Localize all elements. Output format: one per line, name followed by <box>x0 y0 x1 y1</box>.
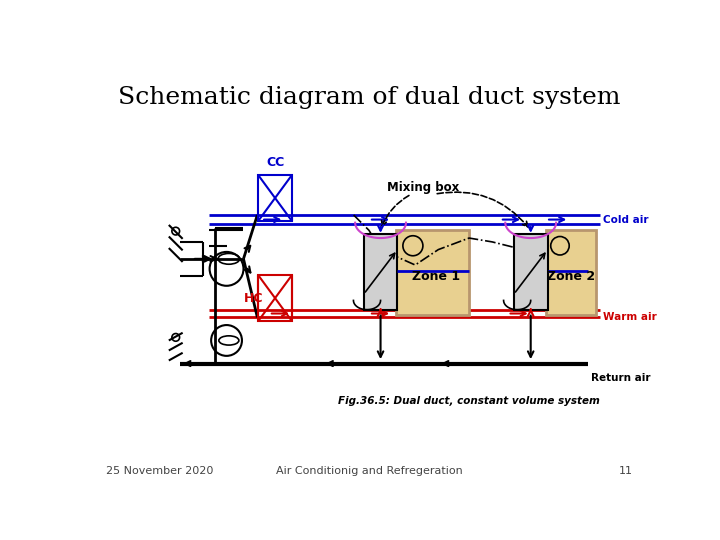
Text: Schematic diagram of dual duct system: Schematic diagram of dual duct system <box>118 86 620 110</box>
Bar <box>258 275 292 321</box>
Text: HC: HC <box>244 292 264 305</box>
Text: Cold air: Cold air <box>603 214 649 225</box>
Bar <box>514 234 548 309</box>
Bar <box>258 175 292 221</box>
Text: CC: CC <box>266 156 284 168</box>
Bar <box>364 234 397 309</box>
Text: Air Conditionig and Refregeration: Air Conditionig and Refregeration <box>276 467 462 476</box>
Bar <box>396 231 469 315</box>
Text: Warm air: Warm air <box>603 312 657 322</box>
Text: Zone 2: Zone 2 <box>547 270 595 283</box>
Text: Return air: Return air <box>590 373 650 383</box>
Bar <box>546 231 596 315</box>
Text: 11: 11 <box>618 467 632 476</box>
Text: Fig.36.5: Dual duct, constant volume system: Fig.36.5: Dual duct, constant volume sys… <box>338 396 600 406</box>
Text: 25 November 2020: 25 November 2020 <box>106 467 213 476</box>
Text: Zone 1: Zone 1 <box>413 270 460 283</box>
Text: Mixing box: Mixing box <box>387 181 459 194</box>
